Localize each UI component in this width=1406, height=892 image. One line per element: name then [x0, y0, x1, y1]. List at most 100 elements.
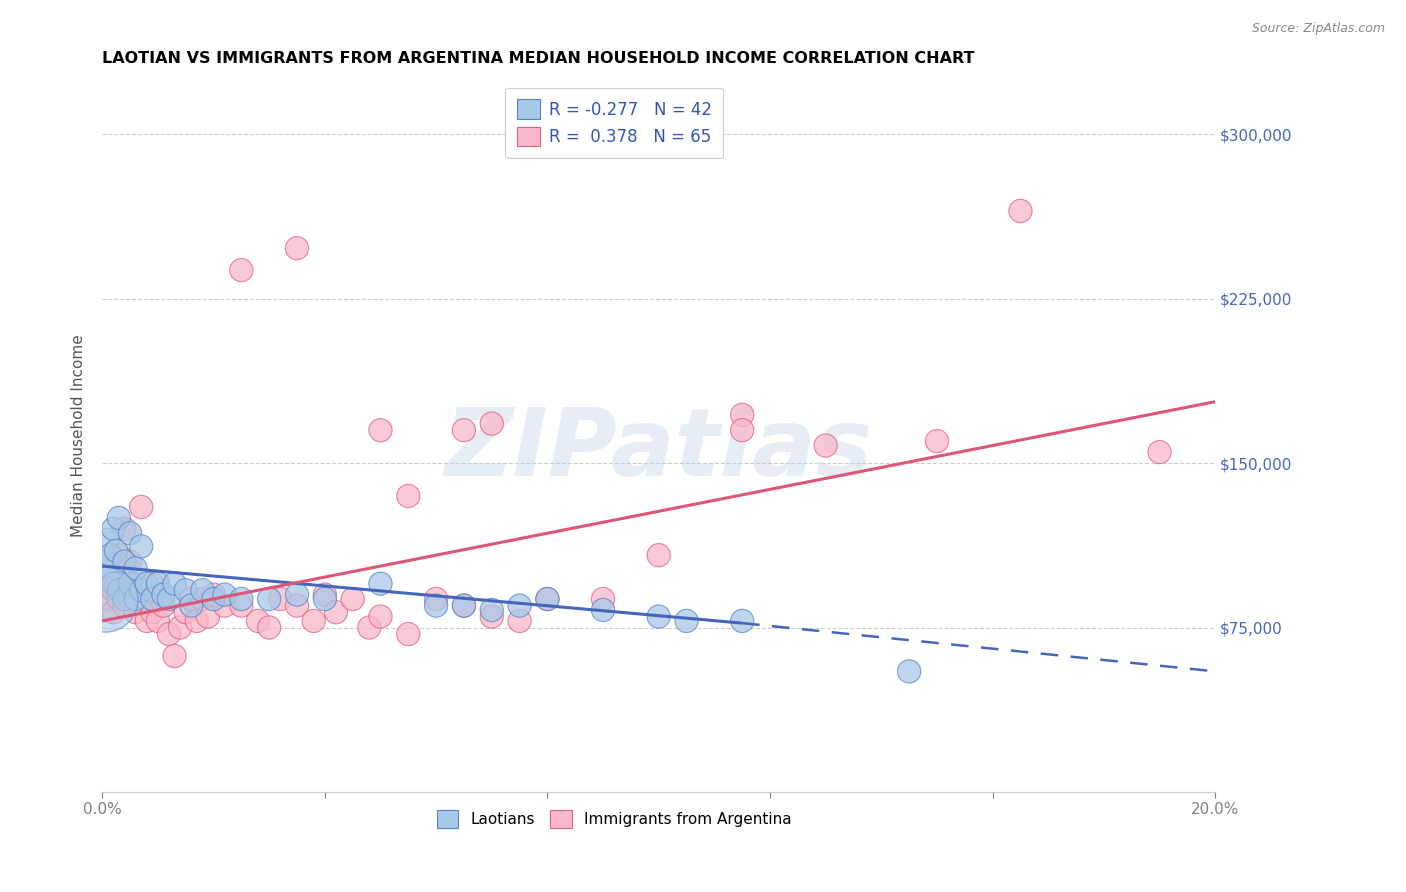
Point — [169, 620, 191, 634]
Point — [509, 614, 531, 628]
Point — [197, 609, 219, 624]
Point — [94, 559, 117, 574]
Point — [453, 423, 475, 437]
Point — [731, 423, 754, 437]
Point — [180, 599, 202, 613]
Point — [191, 592, 214, 607]
Point — [152, 588, 174, 602]
Point — [1149, 445, 1171, 459]
Point — [163, 576, 186, 591]
Point — [257, 592, 280, 607]
Point — [359, 620, 381, 634]
Point — [118, 592, 141, 607]
Point — [269, 592, 291, 607]
Point — [247, 614, 270, 628]
Point — [152, 599, 174, 613]
Point — [214, 599, 236, 613]
Point — [118, 526, 141, 541]
Point — [648, 609, 671, 624]
Point — [103, 576, 125, 591]
Point — [302, 614, 325, 628]
Point — [396, 627, 419, 641]
Point — [509, 599, 531, 613]
Point — [231, 599, 253, 613]
Point — [129, 583, 152, 598]
Point — [100, 548, 122, 562]
Point — [481, 609, 503, 624]
Point — [129, 540, 152, 554]
Point — [124, 561, 146, 575]
Point — [146, 588, 169, 602]
Point — [141, 605, 163, 619]
Y-axis label: Median Household Income: Median Household Income — [72, 334, 86, 537]
Point — [731, 614, 754, 628]
Point — [370, 576, 392, 591]
Point — [536, 592, 558, 607]
Point — [108, 583, 131, 598]
Point — [108, 511, 131, 525]
Point — [141, 576, 163, 591]
Point — [425, 592, 447, 607]
Legend: Laotians, Immigrants from Argentina: Laotians, Immigrants from Argentina — [430, 805, 797, 834]
Point — [94, 592, 117, 607]
Point — [202, 588, 225, 602]
Point — [157, 627, 180, 641]
Point — [105, 576, 128, 591]
Point — [285, 588, 308, 602]
Point — [314, 588, 336, 602]
Point — [105, 543, 128, 558]
Point — [285, 599, 308, 613]
Point — [141, 592, 163, 607]
Point — [285, 241, 308, 255]
Point — [231, 592, 253, 607]
Point — [163, 648, 186, 663]
Point — [114, 599, 136, 613]
Point — [129, 583, 152, 598]
Point — [118, 576, 141, 591]
Point — [174, 605, 197, 619]
Point — [146, 614, 169, 628]
Point — [342, 592, 364, 607]
Point — [97, 533, 120, 547]
Point — [157, 592, 180, 607]
Point — [425, 599, 447, 613]
Point — [97, 592, 120, 607]
Point — [675, 614, 697, 628]
Point — [103, 522, 125, 536]
Point — [94, 576, 117, 591]
Point — [453, 599, 475, 613]
Point — [180, 592, 202, 607]
Point — [898, 665, 921, 679]
Point — [731, 408, 754, 422]
Point — [114, 555, 136, 569]
Point — [925, 434, 948, 449]
Point — [100, 548, 122, 562]
Point — [103, 605, 125, 619]
Point — [108, 548, 131, 562]
Point — [1010, 203, 1032, 218]
Point — [325, 605, 347, 619]
Point — [124, 576, 146, 591]
Point — [481, 603, 503, 617]
Point — [592, 592, 614, 607]
Point — [124, 592, 146, 607]
Point — [174, 583, 197, 598]
Point — [97, 555, 120, 569]
Point — [118, 555, 141, 569]
Point — [124, 605, 146, 619]
Point — [186, 614, 208, 628]
Point — [103, 583, 125, 598]
Point — [370, 609, 392, 624]
Point — [592, 603, 614, 617]
Point — [135, 614, 157, 628]
Point — [536, 592, 558, 607]
Point — [481, 417, 503, 431]
Point — [648, 548, 671, 562]
Point — [114, 592, 136, 607]
Text: ZIPatlas: ZIPatlas — [444, 404, 873, 496]
Text: Source: ZipAtlas.com: Source: ZipAtlas.com — [1251, 22, 1385, 36]
Point — [108, 592, 131, 607]
Point — [257, 620, 280, 634]
Point — [214, 588, 236, 602]
Point — [314, 592, 336, 607]
